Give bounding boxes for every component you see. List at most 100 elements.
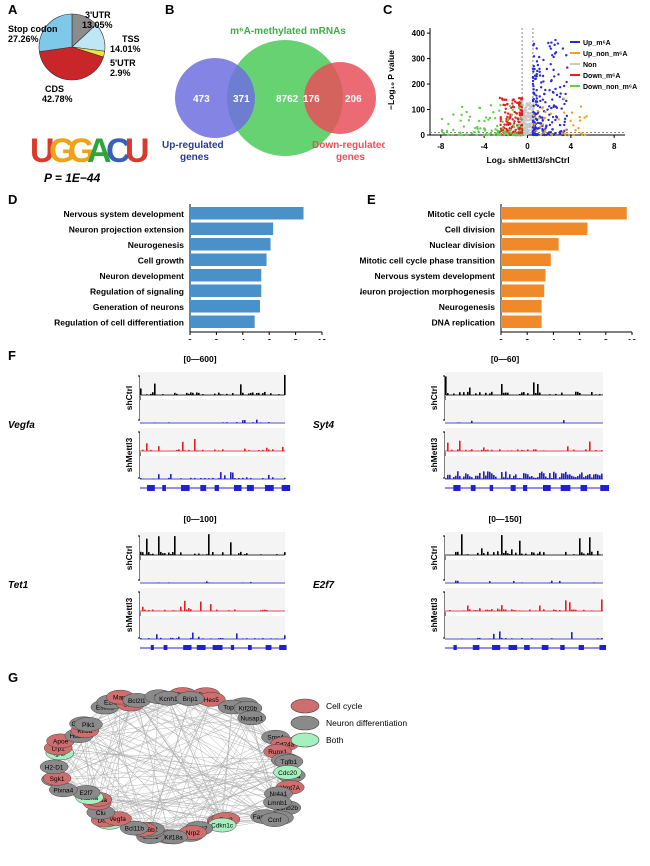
signal-bar	[152, 478, 154, 479]
signal-bar	[461, 534, 463, 555]
signal-bar	[501, 472, 503, 479]
signal-bar	[601, 599, 603, 611]
volcano-point	[520, 103, 523, 107]
volcano-point	[553, 75, 556, 78]
signal-bar	[507, 392, 509, 395]
bar	[501, 284, 545, 297]
volcano-point	[536, 121, 540, 125]
volcano-point	[536, 104, 540, 108]
gene-model-exon	[580, 485, 588, 491]
panel-b-venn: m⁶A-methylated mRNAs 473 371 8762 176 20…	[162, 26, 385, 163]
signal-bar	[463, 392, 465, 395]
signal-bar	[505, 392, 507, 395]
signal-bar	[587, 553, 589, 555]
signal-bar	[226, 478, 228, 479]
signal-bar	[535, 392, 537, 395]
volcano-point	[518, 111, 521, 114]
category-label: Mitotic cell cycle	[427, 209, 495, 219]
volcano-point	[562, 97, 566, 100]
volcano-point	[487, 118, 490, 121]
signal-bar	[581, 552, 583, 555]
condition-label: shCtrl	[429, 546, 439, 571]
gene-name: Vegfa	[8, 420, 35, 431]
signal-bar	[543, 552, 545, 555]
volcano-point	[535, 72, 538, 76]
signal-bar	[449, 474, 451, 479]
volcano-point	[572, 124, 575, 127]
signal-bar	[150, 554, 152, 555]
signal-bar	[256, 419, 258, 423]
network-edge	[158, 696, 265, 817]
legend-label: Up_non_m⁶A	[583, 51, 627, 58]
volcano-point	[503, 123, 506, 126]
network-edge	[88, 724, 287, 808]
volcano-point	[451, 133, 454, 137]
volcano-point	[559, 92, 562, 95]
node-label: Kif20b	[239, 706, 258, 713]
volcano-point	[470, 132, 474, 135]
signal-bar	[198, 450, 200, 451]
node-label: Cd24a	[275, 741, 295, 748]
signal-bar	[493, 475, 495, 479]
signal-bar	[276, 638, 278, 639]
node-label: Tgfb1	[281, 759, 298, 766]
volcano-point	[513, 100, 517, 103]
venn-up-only: 473	[193, 94, 210, 105]
node-label: Nr4a1	[270, 791, 288, 798]
signal-bar	[152, 609, 154, 611]
signal-bar	[252, 422, 254, 423]
signal-bar	[146, 538, 148, 555]
venn-down-overlap: 176	[303, 94, 320, 105]
signal-bar	[597, 474, 599, 479]
volcano-point	[538, 70, 541, 74]
y-tick-label: 300	[412, 55, 426, 64]
node-label: Bcl11b	[125, 826, 145, 833]
signal-bar	[252, 392, 254, 395]
volcano-point	[545, 67, 549, 71]
signal-bar	[250, 477, 252, 479]
signal-bar	[471, 477, 473, 479]
signal-bar	[170, 554, 172, 555]
network-edge	[58, 747, 199, 829]
network-edge	[169, 708, 249, 837]
signal-bar	[575, 391, 577, 395]
volcano-point	[532, 88, 535, 91]
volcano-point	[526, 114, 529, 118]
signal-bar	[471, 449, 473, 451]
signal-bar	[521, 478, 523, 479]
volcano-point	[563, 132, 566, 135]
signal-bar	[266, 447, 268, 451]
signal-bar	[178, 449, 180, 451]
volcano-point	[562, 84, 566, 88]
signal-bar	[485, 475, 487, 479]
signal-bar	[188, 393, 190, 395]
track-bg	[445, 400, 603, 424]
volcano-point	[532, 42, 536, 46]
x-tick-label: 4	[241, 338, 246, 340]
signal-bar	[244, 420, 246, 423]
volcano-point	[517, 133, 521, 137]
signal-bar	[250, 581, 252, 583]
volcano-point	[513, 120, 516, 123]
volcano-point	[508, 105, 512, 108]
volcano-point	[484, 116, 488, 119]
category-label: Neuron development	[99, 271, 184, 281]
signal-bar	[148, 638, 150, 639]
signal-bar	[158, 446, 160, 451]
signal-bar	[475, 609, 477, 611]
volcano-point	[554, 87, 557, 91]
signal-bar	[483, 471, 485, 479]
signal-bar	[519, 540, 521, 555]
signal-bar	[168, 582, 170, 583]
volcano-point	[558, 95, 562, 99]
volcano-point	[532, 104, 535, 108]
volcano-point	[544, 110, 547, 114]
signal-bar	[190, 477, 192, 479]
bar	[190, 284, 262, 297]
node-shape	[263, 795, 292, 810]
venn-down-circle	[304, 62, 376, 134]
signal-bar	[519, 610, 521, 611]
track-bg	[445, 372, 603, 396]
signal-bar	[515, 474, 517, 479]
signal-bar	[533, 552, 535, 555]
